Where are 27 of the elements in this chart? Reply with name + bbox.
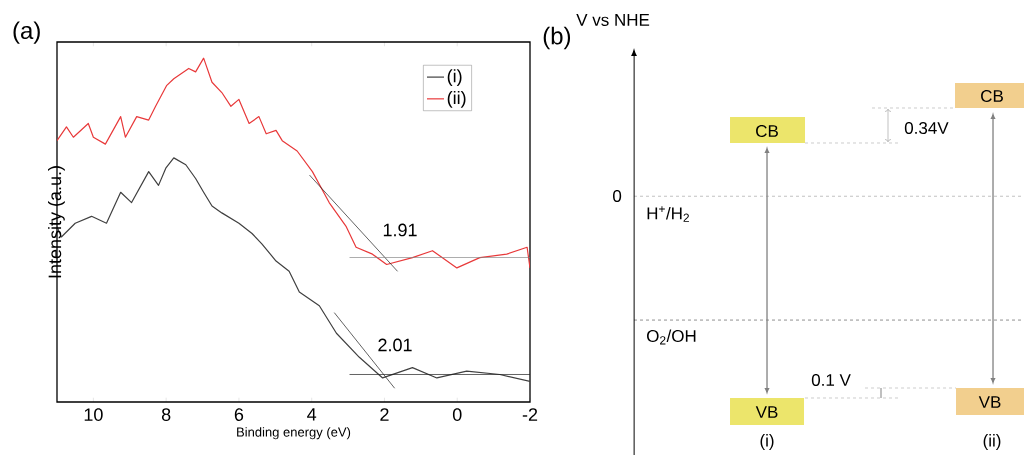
legend-label: (ii) [447,90,466,108]
text: (i) [760,434,774,450]
text: 0.1 V [811,373,851,387]
text: O$_{2}$/OH [647,329,696,345]
x-tick-label: 10 [84,408,103,421]
text: CB [981,89,1003,103]
x-tick-label: 2 [380,408,389,421]
text: 0.34V [904,121,949,135]
legend-label: (i) [447,69,462,87]
x-tick-label: 0 [452,408,462,421]
x-tick-label: 6 [234,408,244,421]
x-axis-title: Binding energy (eV) [237,427,351,440]
text: VB [755,406,778,418]
text: VB [978,396,1001,408]
text: (b) [543,26,571,50]
annotation: 2.01 [378,338,412,352]
annotation: 1.91 [383,223,417,237]
text: 0 [613,189,622,203]
x-tick-label: 8 [161,408,171,421]
text: V vs NHE [576,14,650,26]
text: CB [756,124,778,138]
chart-title: (a) [13,21,40,44]
x-tick-label: -2 [522,408,538,421]
y-axis-title: Intensity (a.u.) [48,166,65,278]
text: H$^{+}$/H$_{2}$ [647,206,689,222]
text: (ii) [983,434,1001,450]
x-tick-label: 4 [307,408,317,421]
